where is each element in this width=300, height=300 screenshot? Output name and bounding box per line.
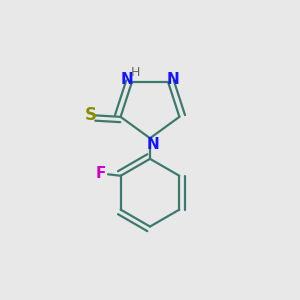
Text: S: S [85,106,97,124]
Text: H: H [131,66,140,80]
Text: N: N [147,137,159,152]
Text: N: N [167,72,180,87]
Text: F: F [95,166,106,181]
Text: N: N [120,72,133,87]
